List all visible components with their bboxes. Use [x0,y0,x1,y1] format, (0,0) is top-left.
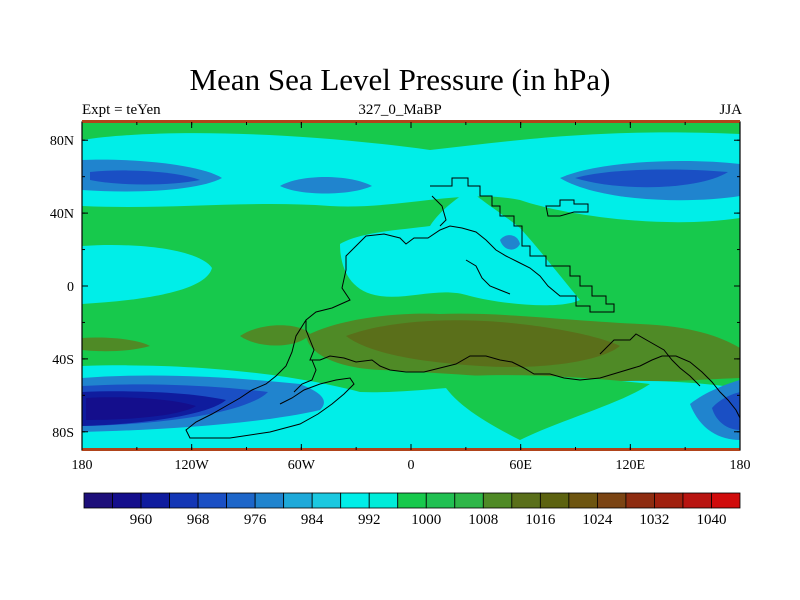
north-blue-mid [280,177,372,194]
y-tick-label: 80S [52,426,74,441]
colorbar-label: 976 [244,512,267,528]
colorbar-swatch [169,492,199,509]
east-ridge-outline [599,333,701,387]
x-axis: 180 120W 60W 0 60E 120E 180 [72,122,751,473]
colorbar-label: 984 [301,512,324,528]
y-tick-label: 80N [50,134,74,149]
colorbar-label: 968 [187,512,210,528]
colorbar-swatch [625,492,655,509]
west-high-patch [240,325,310,346]
colorbar-label: 1016 [525,512,556,528]
colorbar-swatch [568,492,598,509]
southeast-darkblue [712,392,740,430]
colorbar-label: 1000 [411,512,441,528]
south-peninsula-outline [185,319,355,439]
colorbar-swatch [511,492,541,509]
south-green-tongue [440,375,650,440]
colorbar-swatch [140,492,170,509]
coastlines [185,177,740,439]
colorbar-swatch [454,492,484,509]
colorbar-swatch [197,492,228,509]
right-subtitle: JJA [719,102,742,118]
west-equatorial-cyan [82,244,212,304]
colorbar-swatch [539,492,570,509]
north-inlet-outline [431,195,447,227]
colorbar-swatch [425,492,456,509]
north-cyan-band [82,132,740,223]
colorbar-label: 1024 [582,512,613,528]
colorbar-swatch [254,492,285,509]
colorbar-label: 992 [358,512,381,528]
colorbar-swatch [112,492,142,509]
south-blue-960 [86,397,196,420]
y-axis: 80N 40N 0 40S 80S [50,134,740,441]
y-tick-label: 40N [50,207,74,222]
x-tick-label: 0 [408,458,415,473]
main-continent-outline [305,177,740,419]
x-tick-label: 120W [175,458,210,473]
colorbar-swatch [311,492,342,509]
north-darkblue-west [90,170,200,185]
y-tick-label: 40S [52,353,74,368]
y-tick-label: 0 [67,280,74,295]
colorbar-swatch [368,492,399,509]
chart-title: Mean Sea Level Pressure (in hPa) [189,62,611,97]
colorbar-swatch [596,492,627,509]
pressure-field [82,122,740,450]
colorbar-swatch [682,492,712,509]
colorbar-label: 1040 [696,512,726,528]
center-subtitle: 327_0_MaBP [358,102,442,118]
x-tick-label: 60E [509,458,532,473]
continent-interior-cyan [340,190,580,306]
colorbar-swatch [83,492,113,509]
colorbar-label: 1032 [639,512,669,528]
colorbar-swatch [482,492,513,509]
colorbar-swatch [711,492,741,509]
colorbar-swatch [283,492,313,509]
x-tick-label: 120E [616,458,646,473]
colorbar-label: 1008 [468,512,498,528]
colorbar [83,492,741,509]
subtropical-high-1020 [346,320,620,368]
north-darkblue-east [575,169,728,188]
far-west-high-patch [82,337,150,352]
interior-coast-1 [293,359,317,393]
left-subtitle: Expt = teYen [82,102,161,118]
colorbar-labels: 960 968 976 984 992 1000 1008 1016 1024 1032 1040 [130,512,727,528]
colorbar-swatch [226,492,256,509]
gulf-outline [465,259,511,295]
interior-blue-spot [500,235,520,250]
colorbar-label: 960 [130,512,153,528]
colorbar-swatch [654,492,684,509]
x-tick-label: 180 [72,458,93,473]
colorbar-swatch [340,492,370,509]
colorbar-swatch [397,492,427,509]
x-tick-label: 180 [730,458,751,473]
east-island-outline [545,199,589,217]
x-tick-label: 60W [288,458,316,473]
